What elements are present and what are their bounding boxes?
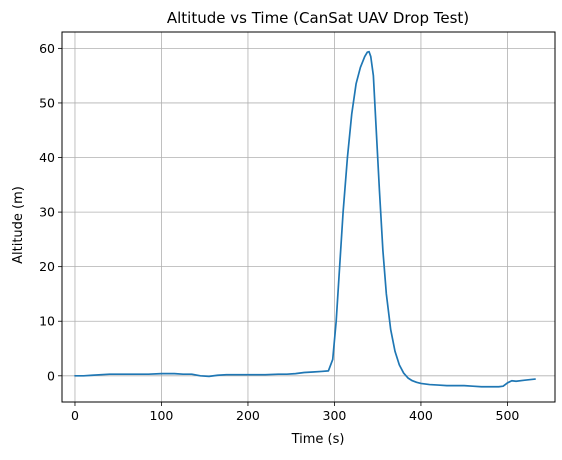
y-tick-label: 40 (39, 150, 55, 165)
chart-title: Altitude vs Time (CanSat UAV Drop Test) (167, 9, 469, 27)
grid-lines (62, 32, 555, 402)
y-tick-label: 0 (47, 368, 55, 383)
y-tick-label: 10 (39, 314, 55, 329)
altitude-series-line (74, 50, 536, 388)
x-tick-label: 200 (236, 408, 260, 423)
x-tick-label: 300 (323, 408, 347, 423)
y-tick-label: 60 (39, 41, 55, 56)
x-tick-label: 400 (409, 408, 433, 423)
y-tick-label: 20 (39, 259, 55, 274)
x-tick-label: 0 (71, 408, 79, 423)
y-tick-label: 30 (39, 205, 55, 220)
series-layer (74, 50, 536, 388)
axis-ticks: 0 100 200 300 400 500 0 10 20 30 40 50 60 (39, 41, 519, 423)
y-tick-label: 50 (39, 95, 55, 110)
y-axis-title: Altitude (m) (11, 186, 26, 264)
plot-frame (61, 31, 556, 403)
x-axis-title: Time (s) (291, 432, 345, 447)
x-tick-label: 500 (496, 408, 520, 423)
x-tick-label: 100 (150, 408, 174, 423)
